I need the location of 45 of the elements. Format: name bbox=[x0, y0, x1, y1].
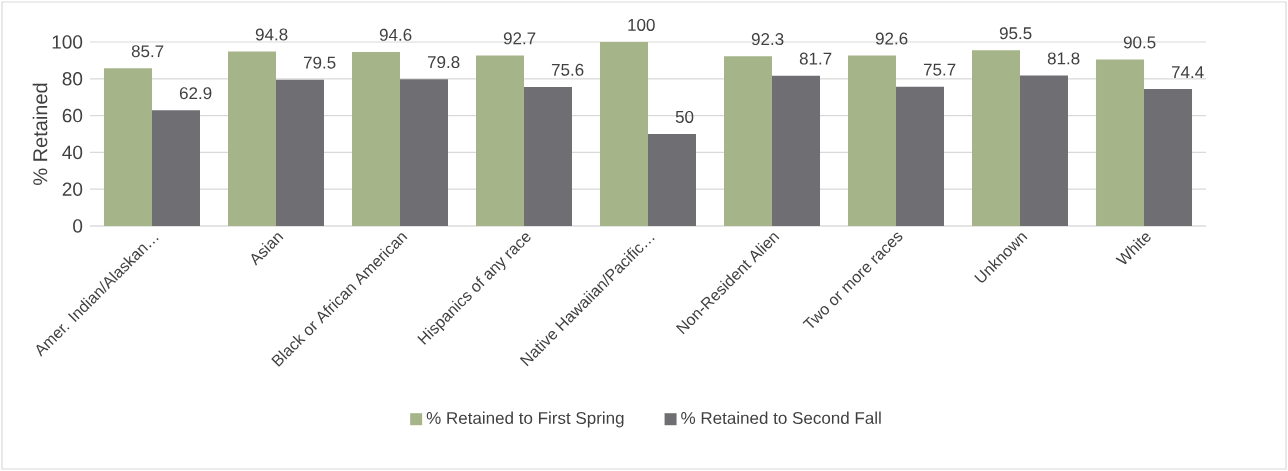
legend-label: % Retained to First Spring bbox=[426, 411, 624, 428]
bar bbox=[648, 134, 697, 226]
bar bbox=[228, 51, 276, 226]
y-tick-label: 80 bbox=[62, 72, 83, 86]
y-tick-label: 100 bbox=[52, 35, 83, 49]
legend-label: % Retained to Second Fall bbox=[681, 411, 881, 425]
data-label: 92.6 bbox=[875, 32, 908, 45]
data-label: 100 bbox=[628, 18, 655, 31]
data-label: 75.7 bbox=[923, 63, 956, 76]
data-label: 79.8 bbox=[427, 56, 460, 69]
data-label: 95.5 bbox=[999, 27, 1032, 40]
y-tick-label: 20 bbox=[62, 182, 83, 196]
data-label: 85.7 bbox=[131, 45, 164, 58]
data-label: 92.7 bbox=[503, 32, 536, 45]
bar bbox=[352, 51, 401, 226]
bar bbox=[972, 50, 1021, 226]
data-label: 79.5 bbox=[303, 56, 336, 69]
data-label: 75.6 bbox=[551, 63, 584, 76]
bar bbox=[276, 79, 325, 226]
data-label: 90.5 bbox=[1123, 36, 1156, 49]
y-tick-label: 0 bbox=[73, 219, 83, 233]
data-label: 81.7 bbox=[799, 52, 832, 65]
data-label: 50 bbox=[675, 110, 694, 123]
bar bbox=[400, 79, 449, 226]
data-label: 92.3 bbox=[751, 33, 784, 46]
bar bbox=[104, 68, 153, 226]
bar bbox=[600, 42, 649, 226]
data-label: 74.4 bbox=[1171, 66, 1204, 79]
data-label: 94.8 bbox=[255, 28, 288, 41]
data-label: 94.6 bbox=[379, 28, 412, 41]
bar bbox=[724, 56, 773, 226]
data-label: 62.9 bbox=[179, 87, 212, 100]
bar bbox=[1096, 59, 1145, 226]
bar bbox=[772, 75, 821, 226]
bar bbox=[896, 86, 945, 226]
y-tick-label: 40 bbox=[62, 145, 83, 160]
y-tick-label: 60 bbox=[62, 108, 83, 123]
bar bbox=[524, 86, 573, 226]
y-axis-title: % Retained bbox=[32, 83, 48, 185]
bar bbox=[152, 110, 201, 226]
bar bbox=[476, 55, 525, 226]
bar bbox=[848, 55, 897, 226]
bar bbox=[1144, 89, 1193, 226]
bar bbox=[1020, 75, 1069, 226]
data-label: 81.8 bbox=[1047, 52, 1080, 65]
